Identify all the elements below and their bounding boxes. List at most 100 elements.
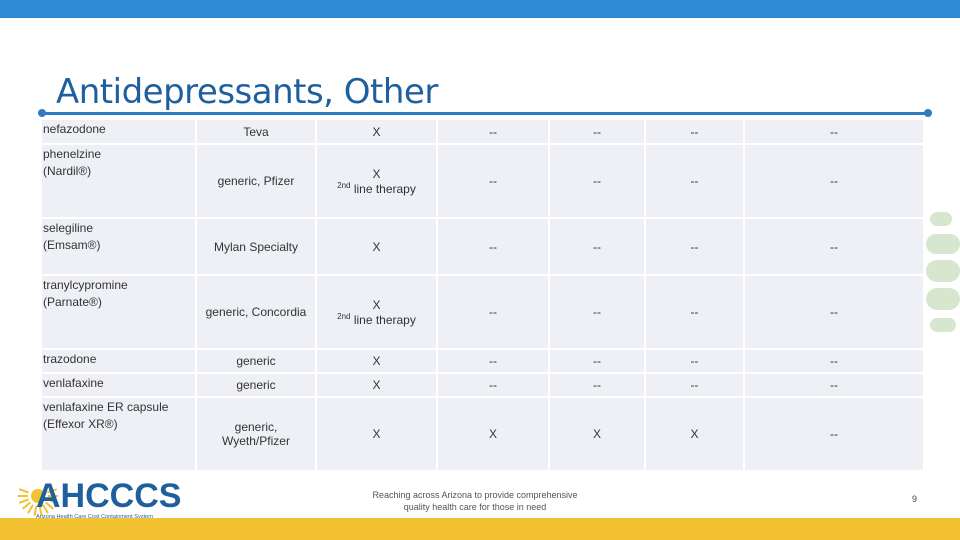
status-mark: X: [372, 166, 381, 181]
status-cell: --: [438, 350, 548, 372]
status-cell: X: [438, 398, 548, 470]
decorative-shape: [930, 212, 952, 226]
drug-name-cell: phenelzine (Nardil®): [42, 145, 195, 217]
logo-wordmark: AHCCCS: [36, 477, 181, 515]
sun-ray: [42, 504, 49, 514]
status-cell: --: [646, 374, 743, 396]
status-cell: --: [438, 276, 548, 348]
status-cell: X: [317, 219, 436, 274]
status-mark: --: [690, 305, 699, 319]
sun-icon: [18, 488, 58, 516]
manufacturer-name: generic: [236, 378, 276, 392]
table-row: phenelzine (Nardil®) generic, Pfizer X 2nd l…: [42, 145, 923, 217]
status-cell: X 2nd line therapy: [317, 145, 436, 217]
drug-table: nefazodone Teva X -- -- -- -- phenelzine (Nardil…: [40, 118, 925, 472]
decorative-shape: [930, 318, 956, 332]
status-cell: X: [317, 120, 436, 143]
manufacturer-cell: generic, Wyeth/Pfizer: [197, 398, 315, 470]
sun-ray: [47, 488, 58, 494]
table-row: selegiline (Emsam®) Mylan Specialty X -- -- --…: [42, 219, 923, 274]
status-cell: --: [646, 120, 743, 143]
drug-name-cell: trazodone: [42, 350, 195, 372]
manufacturer-name: Teva: [243, 124, 269, 139]
status-mark: --: [830, 239, 838, 254]
page-number: 9: [912, 494, 918, 504]
manufacturer-cell: Teva: [197, 120, 315, 143]
footer-line-1: Reaching across Arizona to provide compr…: [372, 490, 578, 500]
status-mark: --: [489, 354, 497, 368]
status-mark: X: [690, 427, 699, 441]
logo-tagline: Arizona Health Care Cost Containment Sys…: [36, 514, 153, 520]
drug-name-cell: nefazodone: [42, 120, 195, 143]
status-mark: --: [593, 354, 601, 368]
drug-name: venlafaxine: [43, 376, 104, 390]
sun-ray: [18, 488, 29, 494]
drug-brand-name: (Effexor XR®): [43, 417, 118, 431]
status-mark: X: [372, 427, 381, 441]
status-cell: --: [550, 145, 644, 217]
therapy-line-number: 2nd: [337, 180, 351, 190]
table-row: trazodone generic X -- -- -- --: [42, 350, 923, 372]
status-cell: --: [550, 120, 644, 143]
status-cell: --: [550, 350, 644, 372]
therapy-line-text: line therapy: [350, 312, 416, 327]
decorative-shape: [926, 288, 960, 310]
status-mark: X: [372, 124, 381, 139]
status-cell: --: [745, 219, 923, 274]
top-accent-bar: [0, 0, 960, 18]
status-mark: --: [593, 305, 601, 319]
drug-name: nefazodone: [43, 122, 106, 136]
status-mark: --: [593, 174, 601, 188]
status-cell: --: [438, 120, 548, 143]
manufacturer-cell: generic: [197, 374, 315, 396]
sun-ray: [38, 505, 43, 516]
status-cell: --: [745, 276, 923, 348]
status-mark: X: [372, 378, 381, 392]
table-row: venlafaxine ER capsule (Effexor XR®) gener…: [42, 398, 923, 470]
manufacturer-name-line2: Wyeth/Pfizer: [222, 434, 290, 448]
status-mark: X: [372, 239, 381, 254]
drug-name-cell: venlafaxine: [42, 374, 195, 396]
drug-name-cell: tranylcypromine (Parnate®): [42, 276, 195, 348]
table-row: nefazodone Teva X -- -- -- --: [42, 120, 923, 143]
status-cell: X: [317, 374, 436, 396]
manufacturer-name: generic: [236, 354, 276, 368]
status-cell: --: [550, 374, 644, 396]
status-mark: --: [690, 174, 699, 188]
manufacturer-cell: Mylan Specialty: [197, 219, 315, 274]
manufacturer-cell: generic, Concordia: [197, 276, 315, 348]
status-cell: --: [646, 276, 743, 348]
status-cell: --: [745, 374, 923, 396]
drug-name: tranylcypromine: [43, 278, 128, 292]
status-cell: X: [317, 398, 436, 470]
drug-brand-name: (Nardil®): [43, 164, 92, 178]
status-mark: --: [690, 378, 699, 392]
status-cell: --: [438, 374, 548, 396]
status-mark: --: [830, 378, 838, 392]
sun-ray: [47, 498, 58, 504]
status-mark: --: [489, 239, 497, 254]
status-cell: --: [438, 145, 548, 217]
status-mark: --: [690, 354, 699, 368]
decorative-shape: [926, 260, 960, 282]
status-mark: X: [488, 427, 497, 441]
status-mark: --: [489, 305, 497, 319]
table-row: tranylcypromine (Parnate®) generic, Concor…: [42, 276, 923, 348]
title-underline: [42, 112, 928, 115]
footer-line-2: quality health care for those in need: [403, 502, 547, 512]
title-underline-right-dot: [924, 109, 932, 117]
status-cell: --: [646, 350, 743, 372]
slide-title: Antidepressants, Other: [56, 72, 438, 112]
status-mark: --: [593, 239, 601, 254]
manufacturer-cell: generic, Pfizer: [197, 145, 315, 217]
therapy-line-note: 2nd line therapy: [319, 312, 434, 327]
manufacturer-name: Mylan Specialty: [213, 239, 299, 254]
status-cell: --: [745, 398, 923, 470]
status-mark: --: [830, 305, 838, 319]
status-cell: X: [646, 398, 743, 470]
status-cell: --: [550, 276, 644, 348]
manufacturer-name: generic,: [234, 420, 278, 434]
status-cell: X: [317, 350, 436, 372]
title-underline-left-dot: [38, 109, 46, 117]
status-mark: --: [690, 239, 699, 254]
